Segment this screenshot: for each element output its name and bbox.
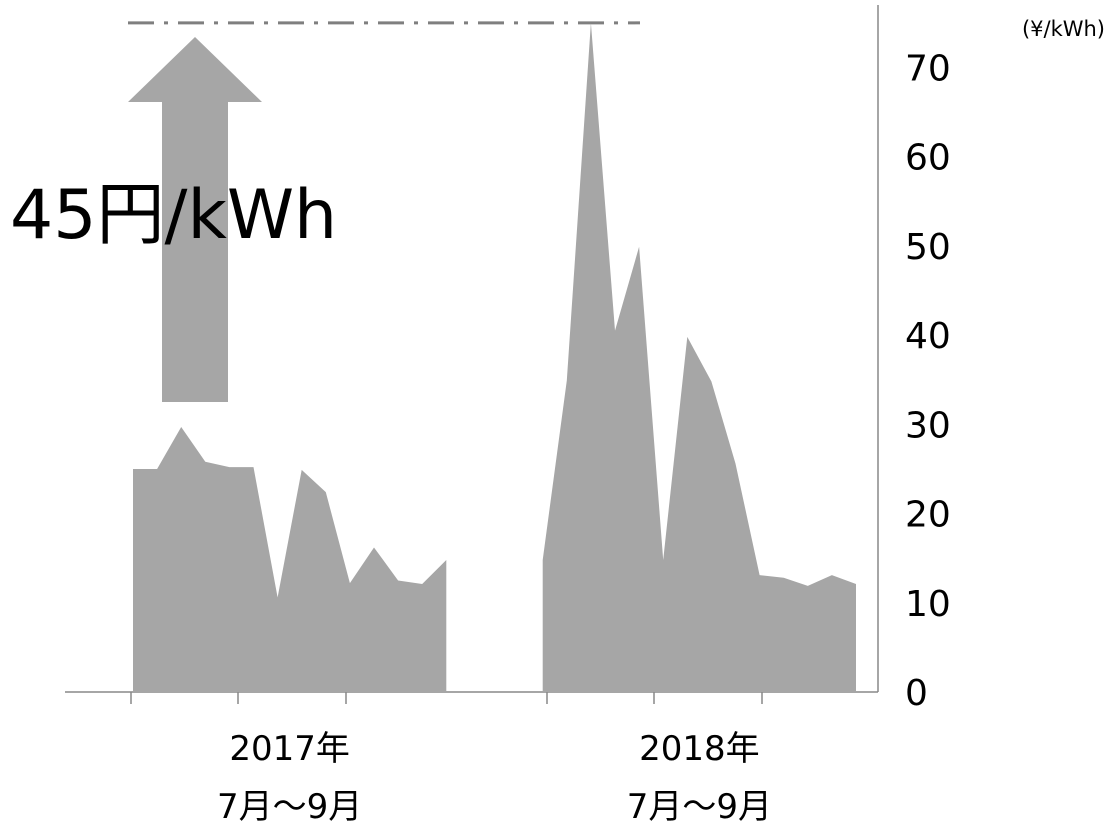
y-tick-label: 40	[905, 316, 951, 357]
unit-label: (¥/kWh)	[1022, 17, 1105, 41]
area	[133, 427, 447, 692]
y-tick-label: 10	[905, 584, 951, 625]
arrow	[128, 37, 262, 402]
annotation: 45円/kWh	[10, 176, 337, 255]
group-label: 2017年	[229, 729, 350, 769]
group-label: 7月～9月	[627, 787, 772, 827]
y-tick-label: 20	[905, 495, 951, 536]
y-tick-label: 60	[905, 138, 951, 179]
y-tick-label: 0	[905, 673, 928, 714]
y-tick-label: 70	[905, 48, 951, 89]
group-label: 2018年	[639, 729, 760, 769]
group-label: 7月～9月	[217, 787, 362, 827]
y-tick-label: 50	[905, 227, 951, 268]
y-tick-label: 30	[905, 405, 951, 446]
area	[542, 22, 856, 692]
x-ticks	[130, 692, 763, 704]
